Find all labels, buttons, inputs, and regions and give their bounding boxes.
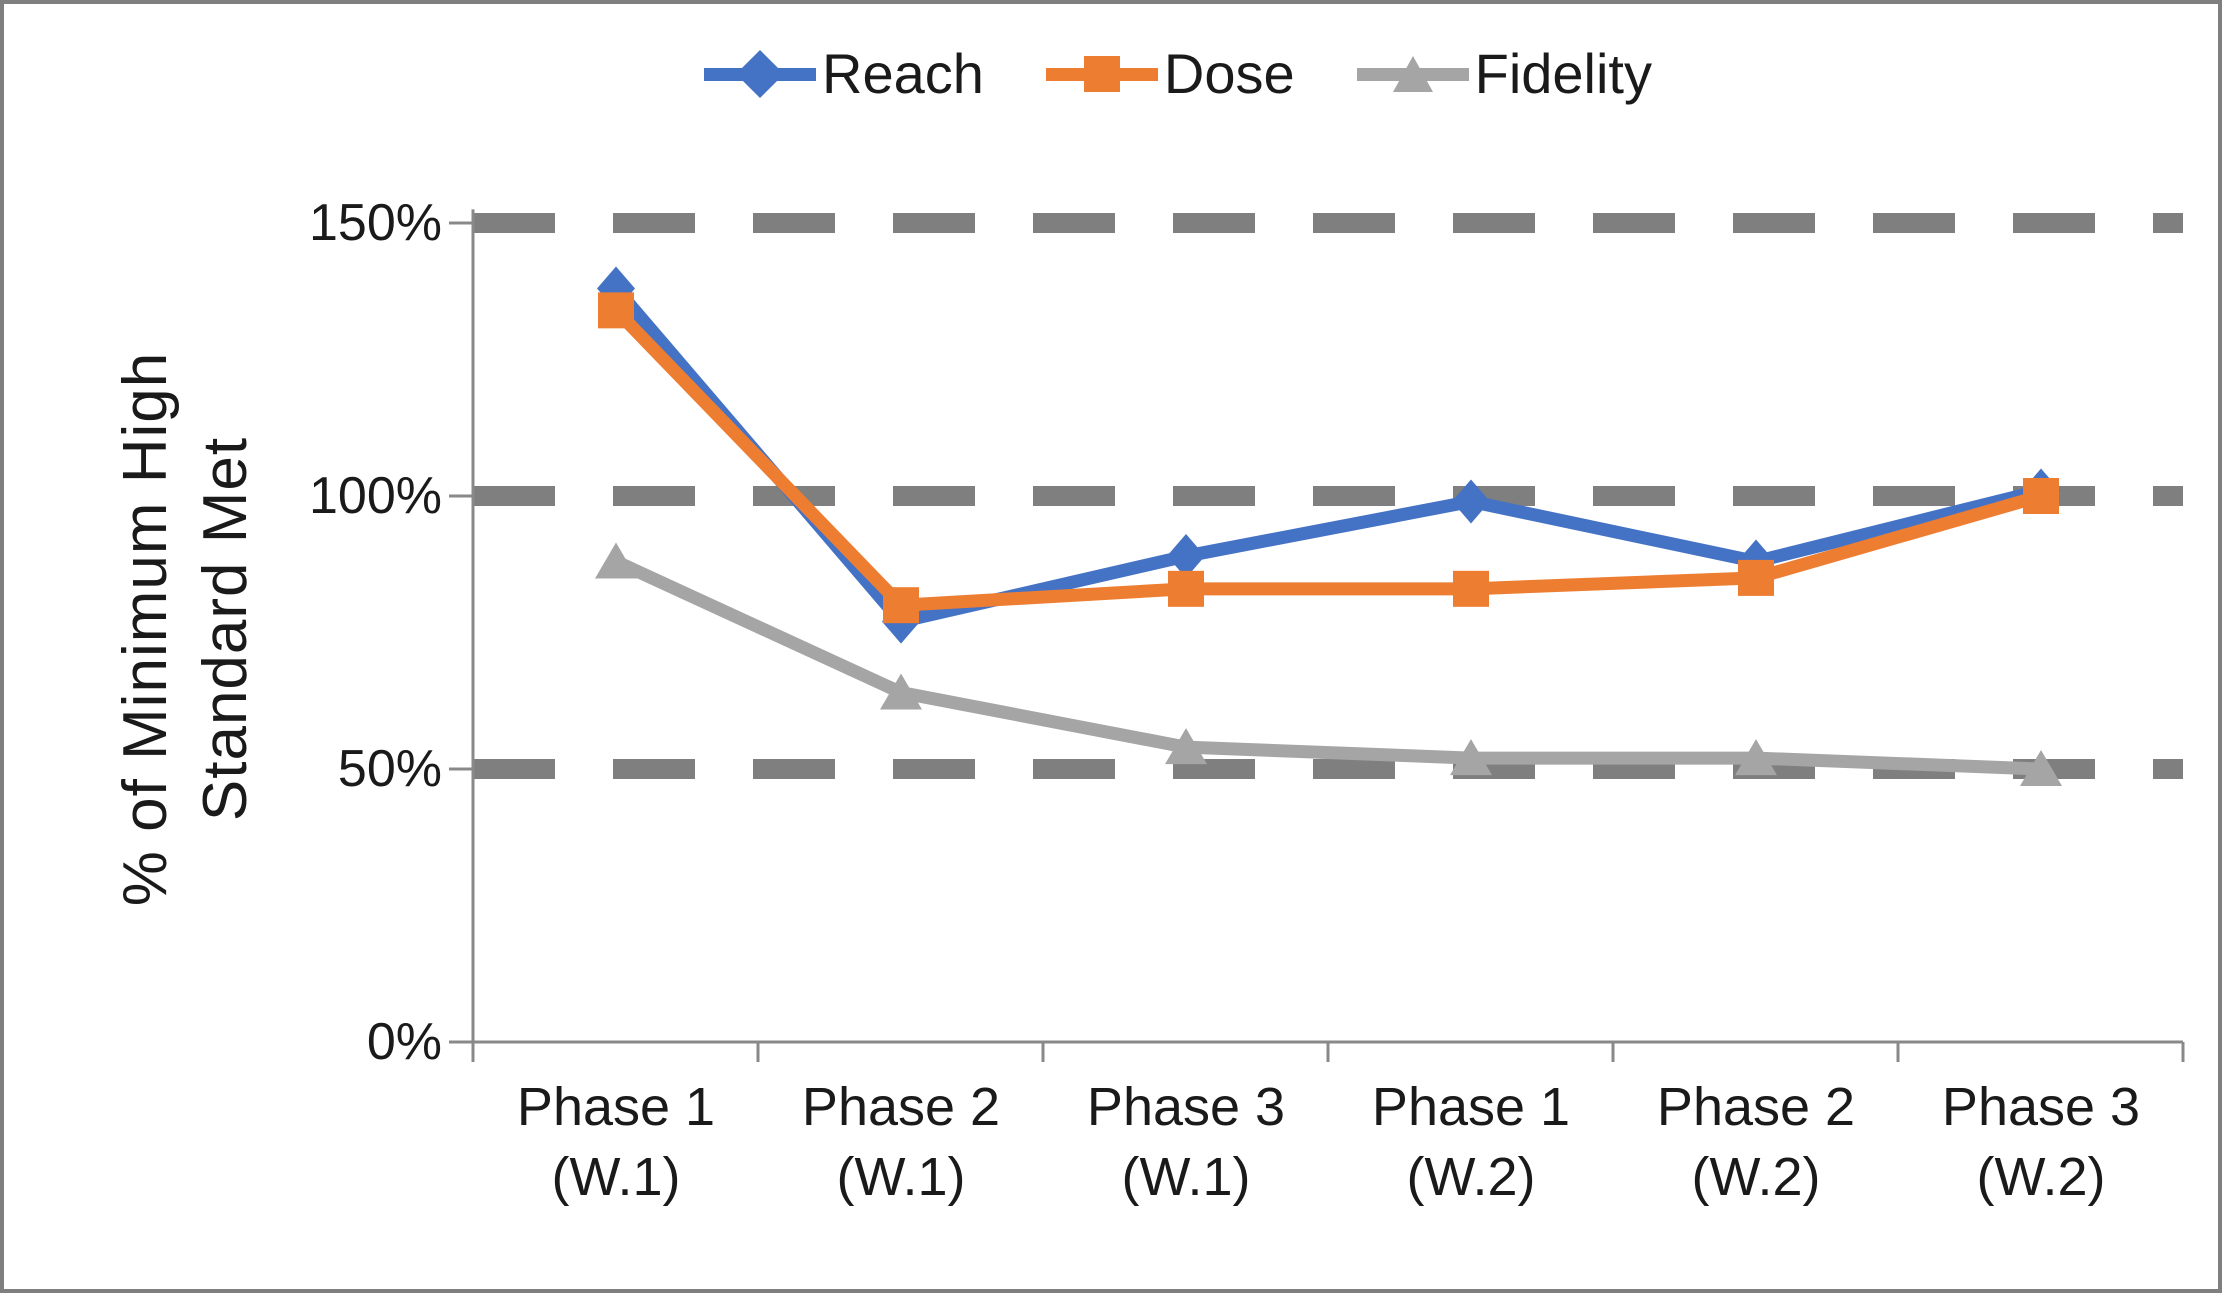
legend-item-dose: Dose [1045, 42, 1295, 105]
legend-label-reach: Reach [822, 42, 984, 105]
triangle-marker-icon [1735, 739, 1777, 776]
diamond-marker-icon [1452, 479, 1490, 524]
triangle-marker-icon [880, 673, 922, 710]
legend-item-fidelity: Fidelity [1356, 42, 1652, 105]
fidelity-swatch [1356, 48, 1469, 100]
legend: Reach Dose Fidelity [704, 46, 1652, 102]
x-label-phase2-w1: Phase 2 (W.1) [801, 1077, 1001, 1207]
triangle-marker-icon [2020, 750, 2062, 786]
legend-item-reach: Reach [704, 46, 984, 102]
square-marker-icon [2023, 478, 2059, 514]
square-marker-icon [883, 587, 919, 624]
square-marker-icon [1453, 570, 1489, 607]
y-tick-100: 100% [309, 467, 442, 525]
y-tick-50: 50% [337, 740, 442, 798]
legend-label-fidelity: Fidelity [1474, 42, 1652, 105]
triangle-marker-icon [1450, 739, 1492, 776]
square-marker-icon [598, 292, 634, 329]
triangle-marker-icon [1165, 728, 1207, 765]
y-tick-150: 150% [309, 194, 442, 252]
plot-area [449, 209, 2185, 1062]
x-label-phase1-w1: Phase 1 (W.1) [516, 1077, 716, 1207]
reach-swatch [704, 48, 816, 100]
legend-label-dose: Dose [1163, 42, 1295, 105]
triangle-marker-icon [595, 542, 637, 579]
x-label-phase2-w2: Phase 2 (W.2) [1656, 1077, 1856, 1207]
diamond-marker-icon [1167, 534, 1205, 579]
x-label-phase3-w2: Phase 3 (W.2) [1941, 1077, 2141, 1207]
square-marker-icon [1083, 56, 1120, 92]
x-label-phase1-w2: Phase 1 (W.2) [1371, 1077, 1571, 1207]
square-marker-icon [1738, 559, 1774, 596]
series-line-reach [611, 284, 2043, 629]
y-tick-0: 0% [366, 1013, 442, 1071]
square-marker-icon [1168, 570, 1204, 607]
triangle-marker-icon [1392, 56, 1433, 92]
series-line-fidelity [613, 555, 2042, 776]
dose-swatch [1045, 48, 1158, 100]
x-label-phase3-w1: Phase 3 (W.1) [1086, 1077, 1286, 1207]
series-line-dose [611, 305, 2043, 612]
